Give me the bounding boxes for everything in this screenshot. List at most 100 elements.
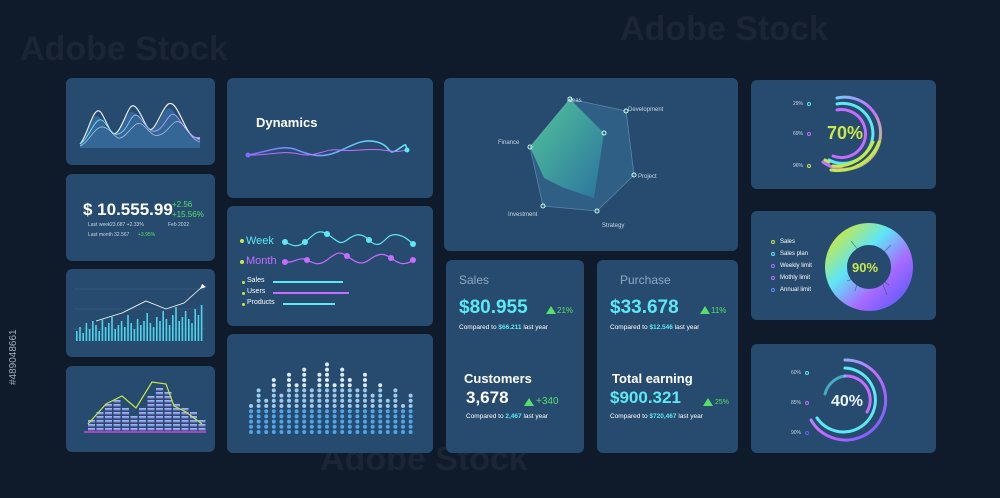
equalizer-dot	[363, 393, 367, 398]
equalizer-dot	[271, 414, 276, 419]
equalizer-dot	[249, 430, 253, 434]
radar-card: Ideas Development Project Strategy Inves…	[444, 78, 738, 251]
equalizer-dot	[279, 430, 284, 434]
equalizer-dot	[347, 404, 352, 408]
sales-title: Sales	[459, 273, 490, 287]
histogram-segment	[198, 428, 206, 431]
equalizer-dot	[340, 378, 345, 382]
equalizer-dot	[347, 378, 352, 382]
equalizer-dot	[325, 430, 329, 434]
equalizer-dot	[309, 414, 314, 419]
equalizer-dot	[393, 424, 398, 429]
trend-bar	[111, 317, 113, 341]
gauge-top-value: 70%	[827, 123, 864, 143]
equalizer-dot	[317, 398, 322, 403]
histogram-segment	[156, 424, 163, 427]
trend-bar	[95, 325, 97, 341]
histogram-segment	[173, 420, 180, 423]
trend-bar	[159, 321, 161, 341]
histogram-segment	[164, 400, 172, 403]
bullet-icon	[807, 164, 811, 168]
histogram-segment	[105, 408, 112, 411]
equalizer-dot	[279, 404, 284, 408]
histogram-segment	[164, 392, 172, 395]
radar-axis-finance: Finance	[498, 140, 520, 146]
sales-bar	[273, 281, 343, 283]
histogram-segment	[173, 404, 180, 407]
gauge-top-label-3: 96%	[793, 163, 804, 169]
equalizer-dot	[302, 398, 307, 403]
equalizer-dot	[332, 388, 337, 393]
purchase-earning-card: Purchase $33.678 11% Compared to $12.546…	[597, 260, 738, 453]
watermark-text: Adobe Stock	[620, 10, 828, 48]
radar-axis-strategy: Strategy	[602, 223, 625, 229]
radar-axis-investment: Investment	[508, 212, 538, 218]
histogram-segment	[164, 408, 172, 411]
equalizer-dot	[294, 404, 299, 408]
histogram-segment	[156, 388, 163, 391]
equalizer-dot	[309, 398, 314, 403]
equalizer-dot	[294, 388, 299, 393]
equalizer-dot	[294, 424, 299, 429]
gauge-bottom-card: 40% 60% 85% 90%	[751, 344, 936, 453]
equalizer-dot	[256, 424, 261, 429]
equalizer-dot	[309, 409, 314, 414]
gauge-bottom-chart	[809, 358, 888, 442]
bar-trend-chart	[74, 284, 206, 341]
total-earning-compared: Compared to $720,467 last year	[610, 413, 703, 420]
histogram-segment	[113, 416, 121, 419]
equalizer-dot	[355, 430, 360, 434]
equalizer-dot	[287, 388, 291, 393]
histogram-segment	[156, 420, 163, 423]
histogram-segment	[173, 412, 180, 415]
histogram-segment	[130, 428, 138, 431]
legend-item: Mothly limit	[771, 272, 812, 284]
trend-bar	[124, 327, 126, 341]
equalizer-dot	[279, 414, 284, 419]
equalizer-dot	[302, 430, 307, 434]
histogram-segment	[198, 420, 206, 423]
equalizer-dot	[393, 393, 398, 398]
purchase-value: $33.678	[610, 297, 679, 318]
bar-trend-card	[66, 269, 215, 357]
sales-customers-card: Sales $80.955 21% Compared to $66.211 la…	[446, 260, 584, 453]
equalizer-dot	[287, 378, 291, 382]
histogram-segment	[181, 420, 189, 423]
histogram-segment	[113, 408, 121, 411]
month-dot-icon	[240, 260, 244, 264]
histogram-segment	[173, 424, 180, 427]
equalizer-dot	[401, 409, 405, 414]
equalizer-dot	[279, 398, 284, 403]
month-label[interactable]: Month	[246, 255, 277, 267]
histogram-segment	[156, 396, 163, 399]
histogram-segment	[96, 428, 104, 431]
histogram-segment	[147, 416, 155, 419]
equalizer-dot	[287, 430, 291, 434]
equalizer-dot	[408, 430, 413, 434]
histogram-segment	[181, 428, 189, 431]
histogram-segment	[147, 400, 155, 403]
equalizer-dot	[363, 398, 367, 403]
equalizer-dot	[378, 419, 383, 424]
week-label[interactable]: Week	[246, 235, 274, 247]
equalizer-dot	[302, 409, 307, 414]
trend-bar	[156, 317, 158, 341]
histogram-segment	[181, 408, 189, 411]
histogram-segment	[156, 428, 163, 431]
trend-bar	[178, 321, 180, 341]
week-month-chart	[282, 231, 416, 265]
equalizer-dot	[408, 409, 413, 414]
radar-axis-development: Development	[628, 107, 664, 113]
users-bar	[273, 292, 349, 294]
equalizer-dot	[287, 409, 291, 414]
equalizer-dot	[264, 409, 269, 414]
histogram-segment	[147, 428, 155, 431]
legend-dot-icon	[771, 252, 775, 256]
last-month-label: Last month	[88, 232, 113, 238]
equalizer-dot	[370, 414, 375, 419]
histogram-segment	[130, 420, 138, 423]
equalizer-dot	[378, 388, 383, 393]
equalizer-dot	[393, 414, 398, 419]
equalizer-dot	[355, 388, 360, 393]
histogram-segment	[190, 428, 197, 431]
